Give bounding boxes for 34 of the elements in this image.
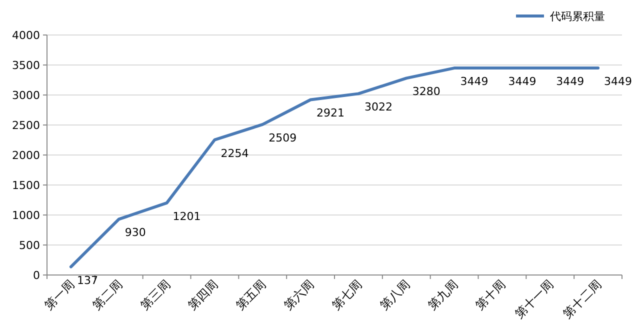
data-label: 2921 — [316, 106, 345, 120]
y-tick-label: 1500 — [12, 179, 40, 192]
data-label: 930 — [124, 226, 146, 240]
y-tick-label: 1000 — [12, 209, 40, 222]
x-tick-label: 第十一周 — [512, 277, 556, 322]
x-tick-label: 第六周 — [281, 277, 317, 313]
x-tick-label: 第五周 — [233, 277, 269, 313]
x-tick-label: 第一周 — [42, 277, 78, 313]
y-tick-label: 0 — [33, 269, 40, 282]
y-tick-label: 2000 — [12, 149, 40, 162]
data-label: 3449 — [508, 75, 536, 88]
x-tick-label: 第三周 — [138, 277, 173, 313]
data-label: 137 — [76, 274, 98, 287]
data-label: 3022 — [364, 100, 392, 114]
y-tick-label: 3000 — [12, 89, 40, 102]
x-tick-label: 第四周 — [185, 277, 221, 313]
x-tick-label: 第九周 — [425, 277, 460, 313]
x-tick-label: 第八周 — [377, 277, 412, 313]
data-label: 3449 — [604, 75, 632, 88]
x-tick-label: 第十二周 — [560, 277, 604, 322]
data-label: 3449 — [556, 75, 584, 88]
data-label: 2254 — [220, 146, 249, 160]
x-tick-label: 第十周 — [472, 277, 508, 313]
y-tick-label: 2500 — [12, 119, 40, 132]
y-tick-label: 4000 — [12, 29, 40, 42]
data-label: 3280 — [412, 85, 440, 98]
y-tick-label: 500 — [19, 239, 40, 252]
x-tick-label: 第七周 — [329, 277, 365, 313]
data-label: 2509 — [268, 131, 297, 144]
line-series — [69, 66, 600, 268]
data-label: 3449 — [460, 75, 488, 88]
data-label: 1201 — [172, 210, 201, 223]
y-tick-label: 3500 — [12, 59, 40, 72]
legend-label: 代码累积量 — [549, 10, 605, 23]
